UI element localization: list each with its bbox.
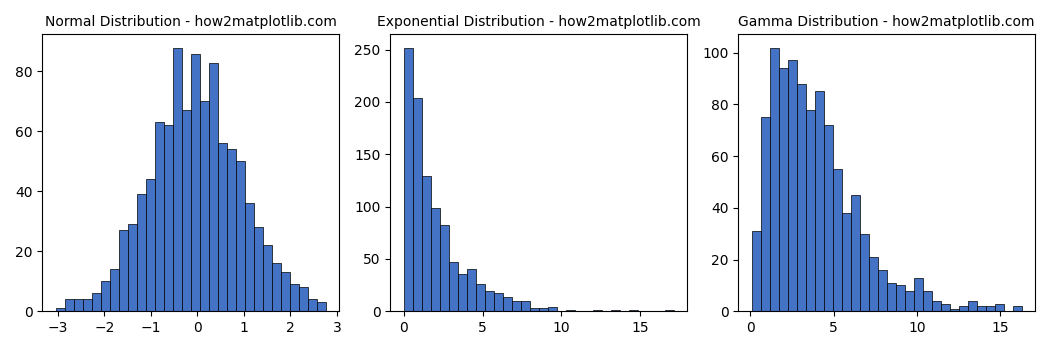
Bar xyxy=(503,296,511,311)
Bar xyxy=(986,306,994,311)
Bar xyxy=(923,290,931,311)
Bar xyxy=(770,48,779,311)
Bar xyxy=(788,61,797,311)
Bar xyxy=(539,308,548,311)
Bar xyxy=(272,263,280,311)
Bar xyxy=(860,234,868,311)
Bar xyxy=(91,293,101,311)
Bar xyxy=(760,117,770,311)
Bar xyxy=(280,272,290,311)
Bar xyxy=(629,310,637,311)
Bar xyxy=(878,270,886,311)
Bar xyxy=(592,310,602,311)
Bar xyxy=(262,245,272,311)
Bar xyxy=(842,213,850,311)
Bar xyxy=(896,285,905,311)
Bar xyxy=(665,310,674,311)
Bar xyxy=(110,269,119,311)
Bar xyxy=(458,274,466,311)
Bar xyxy=(976,306,986,311)
Bar xyxy=(404,48,413,311)
Bar xyxy=(511,301,521,311)
Bar xyxy=(298,287,308,311)
Bar xyxy=(485,292,494,311)
Bar xyxy=(815,91,823,311)
Bar xyxy=(440,225,448,311)
Bar xyxy=(868,257,878,311)
Bar xyxy=(833,169,842,311)
Bar xyxy=(566,310,574,311)
Bar xyxy=(611,310,619,311)
Title: Normal Distribution - how2matplotlib.com: Normal Distribution - how2matplotlib.com xyxy=(45,15,337,29)
Bar xyxy=(823,125,833,311)
Bar xyxy=(941,303,949,311)
Bar xyxy=(200,102,209,311)
Bar xyxy=(931,301,941,311)
Bar xyxy=(422,176,430,311)
Bar xyxy=(254,228,262,311)
Bar xyxy=(476,284,485,311)
Bar xyxy=(548,307,556,311)
Bar xyxy=(779,68,788,311)
Bar xyxy=(128,224,136,311)
Bar xyxy=(959,306,967,311)
Bar xyxy=(164,125,173,311)
Bar xyxy=(154,122,164,311)
Bar xyxy=(521,301,529,311)
Bar xyxy=(119,230,128,311)
Bar xyxy=(466,270,476,311)
Bar xyxy=(245,203,254,311)
Bar xyxy=(209,63,217,311)
Bar xyxy=(317,302,326,311)
Bar xyxy=(290,284,298,311)
Bar xyxy=(217,144,227,311)
Bar xyxy=(914,278,923,311)
Bar xyxy=(74,299,83,311)
Bar xyxy=(191,54,200,311)
Bar xyxy=(805,110,815,311)
Bar xyxy=(448,262,458,311)
Bar xyxy=(1012,306,1022,311)
Bar xyxy=(529,308,539,311)
Bar xyxy=(182,111,191,311)
Bar xyxy=(146,180,154,311)
Bar xyxy=(308,299,317,311)
Bar xyxy=(65,299,74,311)
Bar xyxy=(430,208,440,311)
Bar xyxy=(56,308,65,311)
Bar xyxy=(101,281,110,311)
Bar xyxy=(752,231,760,311)
Bar xyxy=(413,98,422,311)
Bar xyxy=(136,194,146,311)
Bar xyxy=(227,149,236,311)
Bar xyxy=(83,299,91,311)
Bar xyxy=(236,161,245,311)
Title: Exponential Distribution - how2matplotlib.com: Exponential Distribution - how2matplotli… xyxy=(377,15,700,29)
Title: Gamma Distribution - how2matplotlib.com: Gamma Distribution - how2matplotlib.com xyxy=(738,15,1035,29)
Bar xyxy=(797,84,805,311)
Bar xyxy=(494,294,503,311)
Bar xyxy=(886,283,896,311)
Bar xyxy=(994,303,1004,311)
Bar xyxy=(905,290,914,311)
Bar xyxy=(850,195,860,311)
Bar xyxy=(967,301,977,311)
Bar xyxy=(949,309,959,311)
Bar xyxy=(173,48,182,311)
